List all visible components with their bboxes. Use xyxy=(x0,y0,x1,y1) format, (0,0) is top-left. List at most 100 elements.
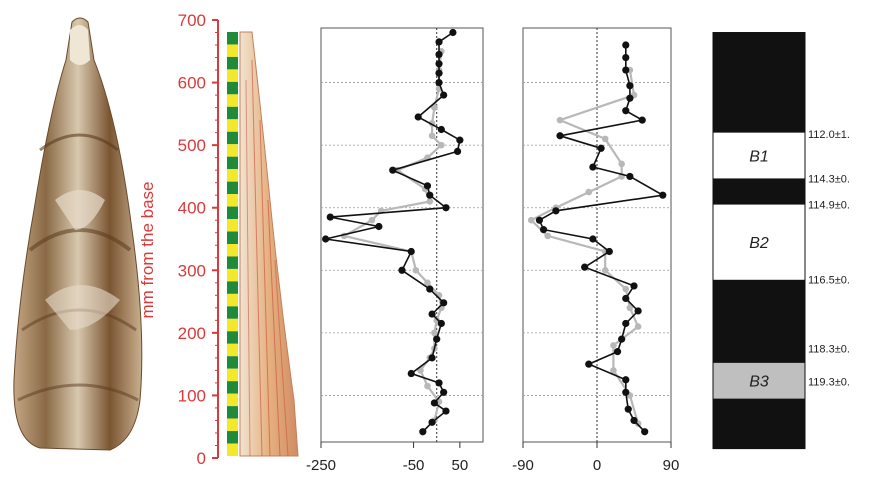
x-tick-label: -250 xyxy=(306,457,336,474)
age-label: 114.9±0. xyxy=(808,200,850,212)
scale-bar-segment xyxy=(227,418,238,432)
x-tick-label: -90 xyxy=(512,457,534,474)
series-black-point xyxy=(435,379,443,387)
scale-bar-segment xyxy=(227,381,238,394)
scale-bar-segment xyxy=(227,256,238,269)
scale-bar-segment xyxy=(227,318,238,332)
series-grey-point xyxy=(622,285,630,293)
x-tick-label: 90 xyxy=(663,457,680,474)
series-grey-point xyxy=(601,266,609,274)
series-black-point xyxy=(638,116,646,124)
series-black-point xyxy=(539,226,548,234)
series-black-point xyxy=(440,388,448,396)
series-black-point xyxy=(630,416,638,425)
series-black-point xyxy=(398,266,406,274)
scale-bar-segment xyxy=(227,219,238,232)
scale-bar-segment xyxy=(227,368,238,382)
series-black-point xyxy=(442,407,450,415)
series-black-point xyxy=(435,38,443,46)
series-black-point xyxy=(389,166,397,174)
scale-bar-segment xyxy=(227,231,238,244)
y-tick-label: 500 xyxy=(178,136,206,155)
series-black-point xyxy=(428,310,436,318)
series-black-point xyxy=(589,235,597,243)
series-black-point xyxy=(624,405,632,413)
series-grey-point xyxy=(626,304,634,312)
scale-bar-segment xyxy=(227,393,238,407)
series-black-point xyxy=(622,319,630,328)
x-tick-label: -50 xyxy=(403,457,425,474)
scale-bar-segment xyxy=(227,194,238,207)
panel-delta-b: -90 0 90 xyxy=(512,27,680,474)
series-black-point xyxy=(435,78,443,87)
scale-bar-segment xyxy=(227,331,238,344)
scale-bar-segment xyxy=(227,443,238,456)
series-grey-point xyxy=(618,160,625,168)
series-grey-point xyxy=(527,216,535,224)
series-grey-point xyxy=(438,141,445,149)
series-black-point xyxy=(322,235,330,243)
series-black-point xyxy=(641,428,649,436)
series-black-point xyxy=(622,388,630,396)
y-axis: 0 100 200 300 400 500 600 700 xyxy=(178,11,219,468)
series-black-point xyxy=(426,285,434,293)
series-black-point xyxy=(622,107,630,115)
scale-bar-segment xyxy=(227,244,238,257)
chronology-block xyxy=(713,204,805,280)
series-black-point xyxy=(430,399,438,407)
series-black-point xyxy=(428,354,436,362)
scale-bar-segment xyxy=(227,69,238,82)
scale-bar-segment xyxy=(227,156,238,170)
y-tick-label: 700 xyxy=(178,11,206,30)
age-label: 118.3±0. xyxy=(808,344,850,356)
series-grey-point xyxy=(431,329,438,337)
chronology-block xyxy=(713,398,805,449)
scale-bar-segment xyxy=(227,169,238,182)
series-grey-line xyxy=(341,51,443,421)
y-tick-label: 0 xyxy=(197,449,206,468)
age-label: 112.0±1. xyxy=(808,129,850,141)
scale-bar-segment xyxy=(227,56,238,70)
series-grey-point xyxy=(424,382,431,390)
series-black-point xyxy=(622,376,630,384)
scale-bar-segment xyxy=(227,406,238,419)
scale-bar-segment xyxy=(227,306,238,319)
scale-bar-segment xyxy=(227,268,238,282)
series-grey-point xyxy=(610,342,617,349)
unit-label: B2 xyxy=(749,235,769,252)
y-tick-label: 300 xyxy=(178,261,206,280)
series-black-point xyxy=(426,191,434,199)
series-black-point xyxy=(428,418,436,426)
stalagmite-photo xyxy=(13,17,143,451)
scale-bar-segment xyxy=(227,106,238,120)
series-grey-point xyxy=(610,367,617,374)
series-black-point xyxy=(618,335,626,343)
series-black-point xyxy=(622,53,630,62)
series-black-point xyxy=(581,263,589,271)
series-black-point xyxy=(585,360,593,368)
scale-bar-segment xyxy=(227,206,238,220)
series-black-point xyxy=(622,66,630,74)
series-black-point xyxy=(626,94,634,102)
series-black-point xyxy=(435,69,443,77)
chronology-block xyxy=(713,279,805,363)
series-black-point xyxy=(375,222,383,231)
series-black-point xyxy=(597,144,605,152)
series-black-point xyxy=(435,50,443,59)
unit-label: B3 xyxy=(749,374,769,391)
series-black-point xyxy=(423,182,432,190)
series-grey-point xyxy=(431,104,438,111)
scale-bar-segment xyxy=(227,356,238,369)
x-tick-label: 0 xyxy=(593,457,601,474)
series-black-point xyxy=(630,282,638,290)
series-grey-point xyxy=(412,266,420,274)
chronology-block xyxy=(713,362,805,399)
scale-bar-segment xyxy=(227,81,238,95)
chronology-block xyxy=(713,132,805,179)
series-grey-point xyxy=(368,216,376,224)
scale-bar-segment xyxy=(227,94,238,107)
section-photo xyxy=(239,31,299,457)
panel-delta-a: -250 -50 50 xyxy=(306,27,484,474)
series-grey-point xyxy=(424,279,431,287)
